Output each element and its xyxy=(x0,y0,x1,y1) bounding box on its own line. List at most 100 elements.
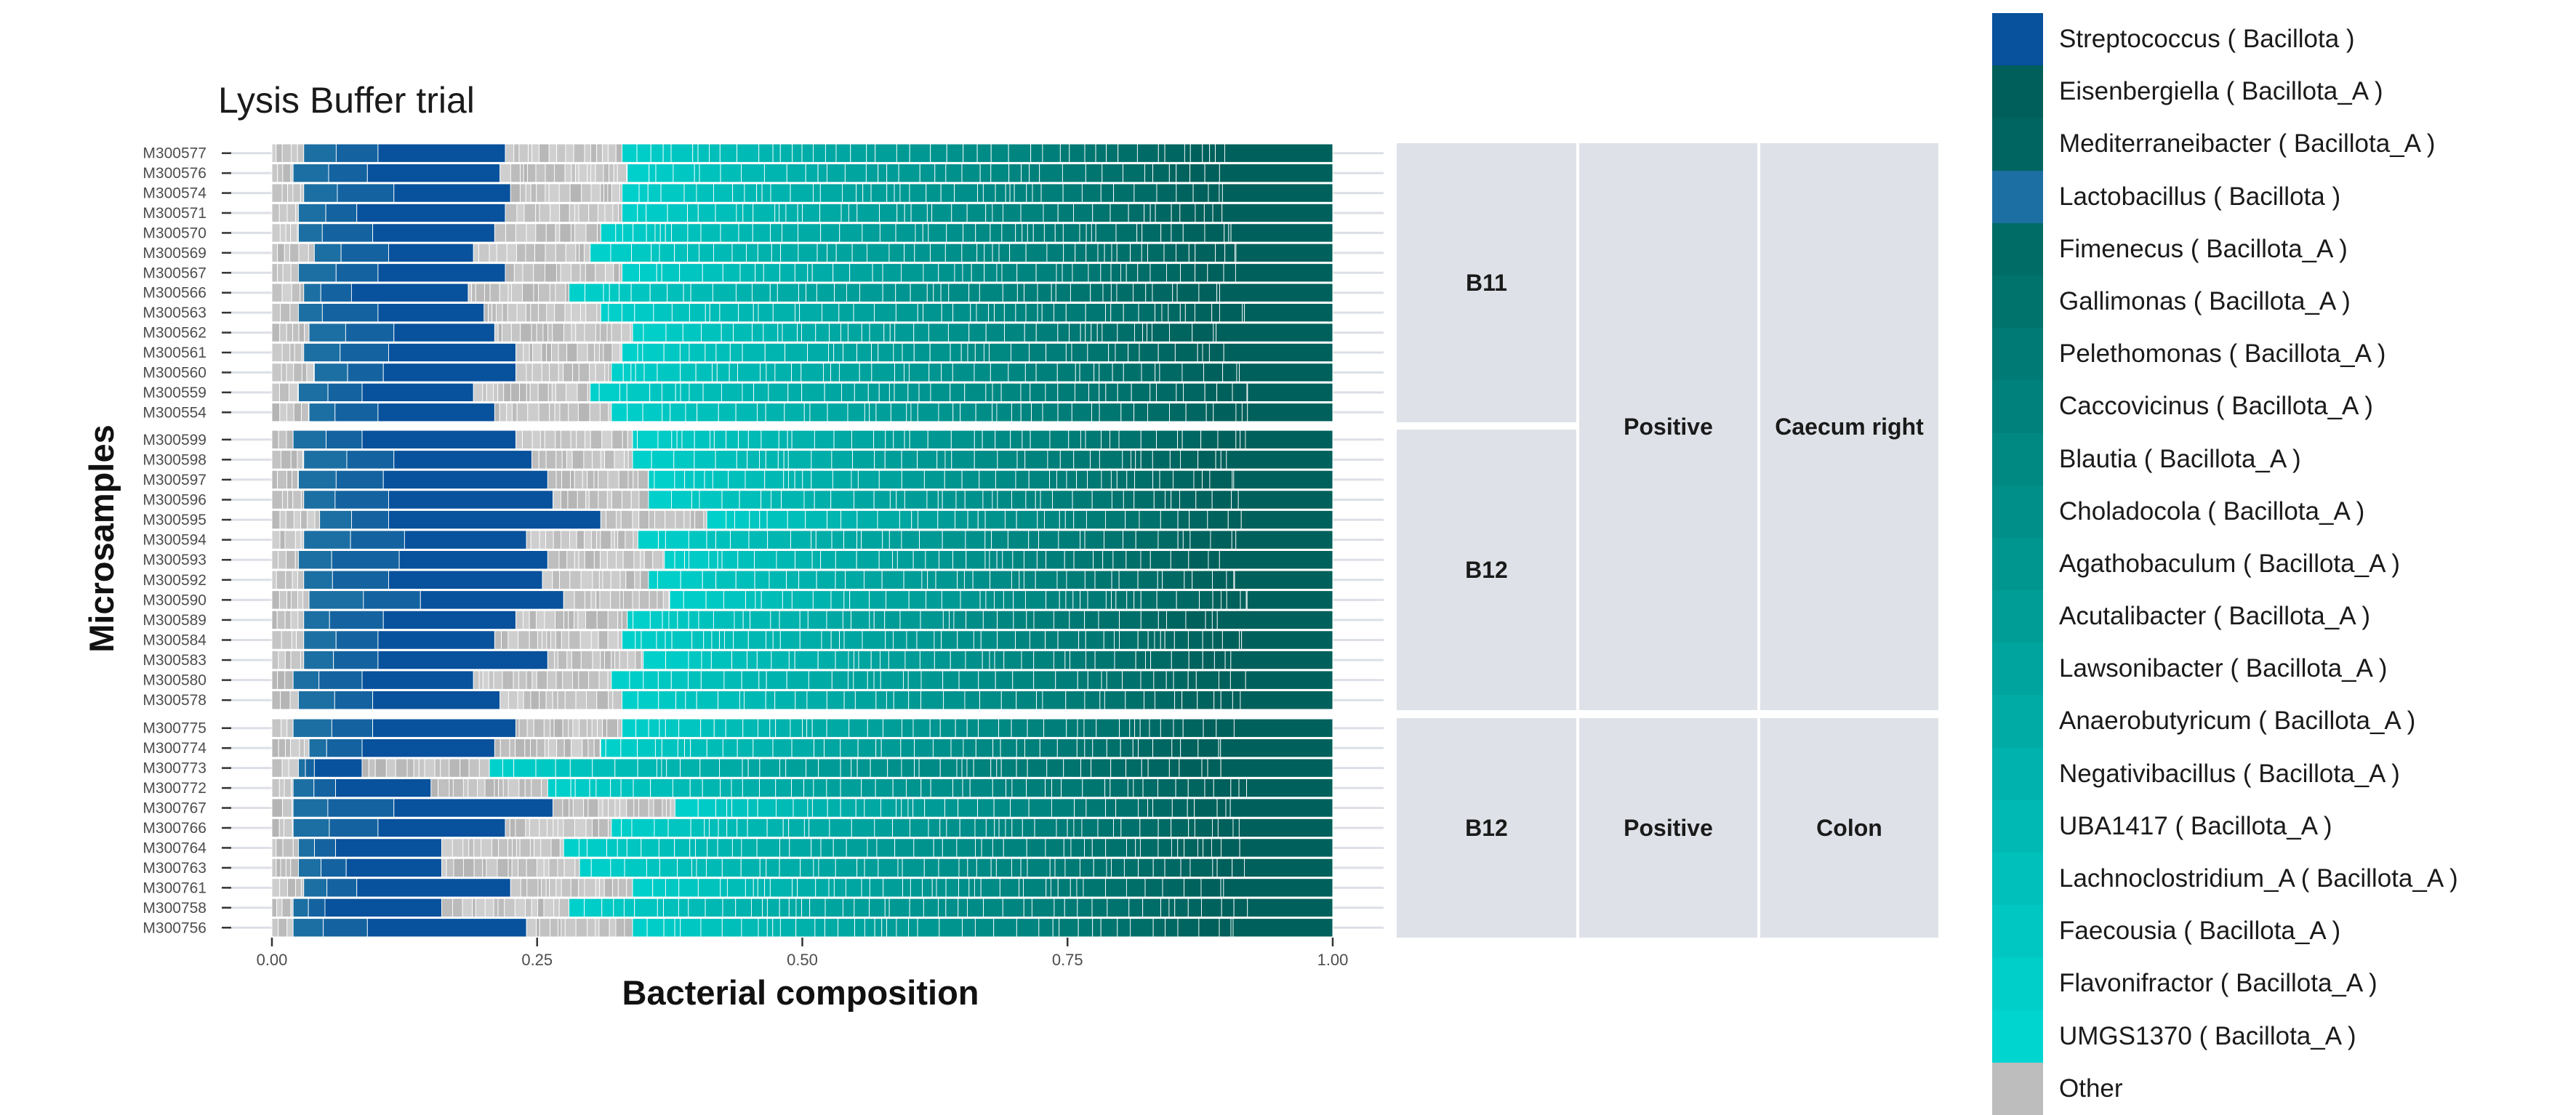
bar-segment xyxy=(313,243,342,262)
bar-segment xyxy=(777,450,785,470)
bar-segment xyxy=(819,203,842,223)
bar-segment xyxy=(907,382,920,402)
bar-segment xyxy=(647,183,662,203)
bar-segment xyxy=(1205,610,1213,630)
bar-segment xyxy=(657,570,681,589)
bar-segment xyxy=(1071,342,1088,363)
bar-segment xyxy=(635,718,649,738)
bar-segment xyxy=(1195,490,1213,510)
bar-segment xyxy=(1194,303,1213,323)
bar-segment xyxy=(617,530,626,550)
bar-segment xyxy=(885,430,894,449)
bar-segment xyxy=(783,470,789,490)
bar-segment xyxy=(287,490,294,510)
bar-segment xyxy=(1039,164,1063,183)
bar-segment xyxy=(565,143,574,163)
bar-segment xyxy=(536,183,546,203)
bar-segment xyxy=(291,630,297,650)
bar-segment xyxy=(438,778,450,798)
bar-segment xyxy=(286,403,294,422)
bar-segment xyxy=(955,510,968,530)
bar-segment xyxy=(638,490,649,510)
bar-segment xyxy=(1235,243,1333,262)
bar-segment xyxy=(638,183,649,203)
bar-segment xyxy=(1110,303,1124,323)
bar-segment xyxy=(564,691,577,710)
bar-segment xyxy=(596,303,601,323)
bar-segment xyxy=(1160,630,1165,650)
bar-segment xyxy=(1053,650,1066,670)
bar-segment xyxy=(555,758,571,778)
bar-segment xyxy=(722,738,738,758)
bar-segment xyxy=(735,898,752,917)
bar-segment xyxy=(278,590,288,610)
bar-segment xyxy=(287,183,294,203)
bar-segment xyxy=(997,450,1018,470)
bar-segment xyxy=(944,798,959,818)
bar-segment xyxy=(632,430,638,449)
bar-segment xyxy=(271,778,280,798)
bar-segment xyxy=(738,303,754,323)
bar-segment xyxy=(1239,363,1333,382)
bar-segment xyxy=(1108,342,1116,363)
bar-segment xyxy=(625,570,635,589)
bar-segment xyxy=(1204,164,1220,183)
bar-segment xyxy=(856,203,880,223)
legend-item: Gallimonas ( Bacillota_A ) xyxy=(1992,275,2567,329)
legend-swatch xyxy=(1992,590,2043,643)
bar-segment xyxy=(1212,203,1223,223)
bar-segment xyxy=(878,470,902,490)
bar-segment xyxy=(1056,738,1078,758)
bar-segment xyxy=(489,243,497,262)
bar-segment xyxy=(1004,323,1025,342)
bar-segment xyxy=(762,898,768,917)
bar-segment xyxy=(648,798,654,818)
bar-segment xyxy=(747,430,762,449)
bar-segment xyxy=(545,878,550,898)
bar-segment xyxy=(601,898,614,917)
bar-segment xyxy=(492,382,499,402)
bar-segment xyxy=(967,342,976,363)
bar-segment xyxy=(1198,283,1218,302)
bar-segment xyxy=(916,630,935,650)
bar-segment xyxy=(593,470,599,490)
bar-segment xyxy=(791,430,815,449)
bar-segment xyxy=(297,610,305,630)
bar-segment xyxy=(1129,718,1136,738)
bar-segment xyxy=(688,898,706,917)
bar-segment xyxy=(1139,510,1161,530)
bar-segment xyxy=(1105,382,1118,402)
bar-segment xyxy=(596,530,601,550)
bar-segment xyxy=(1185,403,1207,422)
bar-segment xyxy=(1084,143,1096,163)
bar-segment xyxy=(337,183,395,203)
bar-segment xyxy=(795,918,816,938)
bar-segment xyxy=(1219,918,1232,938)
bar-segment xyxy=(992,490,998,510)
bar-segment xyxy=(553,164,566,183)
bar-segment xyxy=(308,898,326,917)
y-tick-label: M300596 xyxy=(143,492,206,509)
bar-segment xyxy=(1057,878,1071,898)
bar-segment xyxy=(665,878,680,898)
bar-segment xyxy=(812,590,832,610)
bar-segment xyxy=(859,283,883,302)
bar-segment xyxy=(910,403,918,422)
bar-segment xyxy=(545,691,553,710)
bar-segment xyxy=(286,203,297,223)
bar-segment xyxy=(616,550,624,570)
bar-segment xyxy=(1235,403,1243,422)
bar-segment xyxy=(1175,778,1189,798)
bar-segment xyxy=(742,382,755,402)
bar-segment xyxy=(1117,382,1132,402)
bar-segment xyxy=(720,223,739,243)
bar-segment xyxy=(1024,363,1037,382)
bar-segment xyxy=(650,143,664,163)
bar-segment xyxy=(560,263,571,283)
bar-segment xyxy=(285,510,294,530)
bar-segment xyxy=(507,630,519,650)
bar-segment xyxy=(980,878,1000,898)
bar-segment xyxy=(633,530,638,550)
bar-segment xyxy=(1184,838,1198,858)
bar-segment xyxy=(292,918,324,938)
